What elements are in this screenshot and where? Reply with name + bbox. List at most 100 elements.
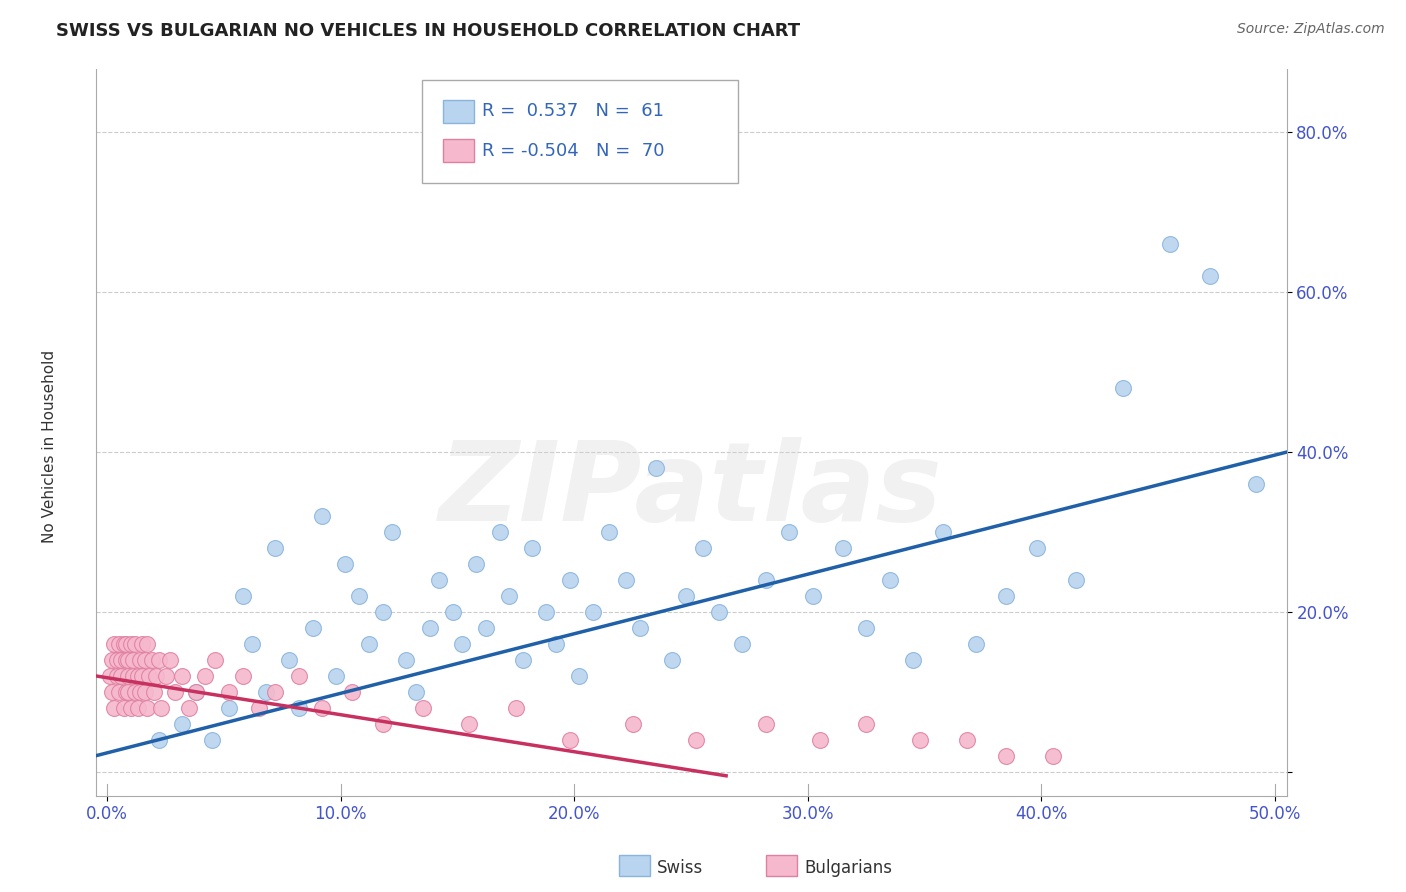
Point (218, 701, 240, 715)
Point (98, 669, 121, 683)
Point (120, 637, 142, 651)
Point (381, 524, 404, 539)
Point (558, 732, 581, 747)
Point (232, 589, 254, 603)
Text: Swiss: Swiss (657, 859, 703, 877)
Point (115, 637, 138, 651)
Point (145, 669, 167, 683)
Point (101, 653, 124, 667)
Point (278, 653, 301, 667)
Point (110, 653, 132, 667)
Point (505, 701, 527, 715)
Text: SWISS VS BULGARIAN NO VEHICLES IN HOUSEHOLD CORRELATION CHART: SWISS VS BULGARIAN NO VEHICLES IN HOUSEH… (56, 22, 800, 40)
Point (778, 524, 800, 539)
Point (117, 669, 139, 683)
Point (127, 669, 149, 683)
Point (474, 621, 496, 635)
Point (731, 637, 754, 651)
Point (1244, 477, 1267, 491)
Point (131, 669, 153, 683)
Point (155, 669, 177, 683)
Point (831, 541, 853, 555)
Point (685, 732, 707, 747)
Point (325, 669, 347, 683)
Point (112, 701, 135, 715)
Point (115, 685, 138, 699)
Point (117, 653, 139, 667)
Point (801, 589, 824, 603)
Point (129, 653, 152, 667)
Point (184, 685, 207, 699)
Point (131, 637, 153, 651)
Point (901, 653, 924, 667)
Point (149, 701, 172, 715)
Point (194, 669, 217, 683)
Point (855, 621, 877, 635)
Point (124, 685, 146, 699)
Point (204, 653, 226, 667)
Point (112, 637, 135, 651)
Point (879, 573, 901, 587)
Point (148, 653, 170, 667)
Point (522, 541, 544, 555)
Point (232, 669, 254, 683)
Point (451, 637, 474, 651)
Text: ZIPatlas: ZIPatlas (439, 437, 943, 544)
Point (458, 716, 481, 731)
Point (110, 669, 132, 683)
Point (598, 524, 620, 539)
Point (170, 669, 193, 683)
Point (335, 557, 357, 571)
Point (427, 573, 450, 587)
Point (105, 669, 128, 683)
Point (1198, 269, 1220, 284)
Text: Source: ZipAtlas.com: Source: ZipAtlas.com (1237, 22, 1385, 37)
Point (1066, 573, 1088, 587)
Point (645, 461, 668, 475)
Point (1159, 237, 1181, 252)
Point (122, 653, 145, 667)
Point (247, 701, 270, 715)
Point (675, 589, 697, 603)
Point (148, 732, 170, 747)
Point (412, 701, 434, 715)
Point (218, 685, 240, 699)
Point (465, 557, 488, 571)
Point (371, 716, 394, 731)
Point (512, 653, 534, 667)
Point (105, 653, 128, 667)
Point (441, 605, 464, 619)
Point (405, 685, 427, 699)
Point (755, 716, 778, 731)
Point (287, 701, 309, 715)
Point (264, 685, 287, 699)
Point (995, 748, 1018, 763)
Point (163, 685, 186, 699)
Point (621, 716, 644, 731)
Point (544, 637, 567, 651)
Point (614, 573, 637, 587)
Point (103, 637, 125, 651)
Point (108, 685, 131, 699)
Point (932, 524, 955, 539)
Point (141, 653, 163, 667)
Point (134, 653, 156, 667)
Point (122, 669, 145, 683)
Point (129, 685, 152, 699)
Point (908, 732, 931, 747)
Point (628, 621, 651, 635)
Point (956, 732, 979, 747)
Point (311, 701, 333, 715)
Text: No Vehicles in Household: No Vehicles in Household (42, 350, 56, 542)
Point (311, 509, 333, 524)
Text: Bulgarians: Bulgarians (804, 859, 893, 877)
Point (357, 637, 380, 651)
Point (349, 589, 371, 603)
Point (692, 541, 714, 555)
Point (134, 685, 156, 699)
Point (418, 621, 440, 635)
Point (159, 653, 181, 667)
Point (254, 685, 277, 699)
Point (498, 589, 520, 603)
Point (264, 541, 287, 555)
